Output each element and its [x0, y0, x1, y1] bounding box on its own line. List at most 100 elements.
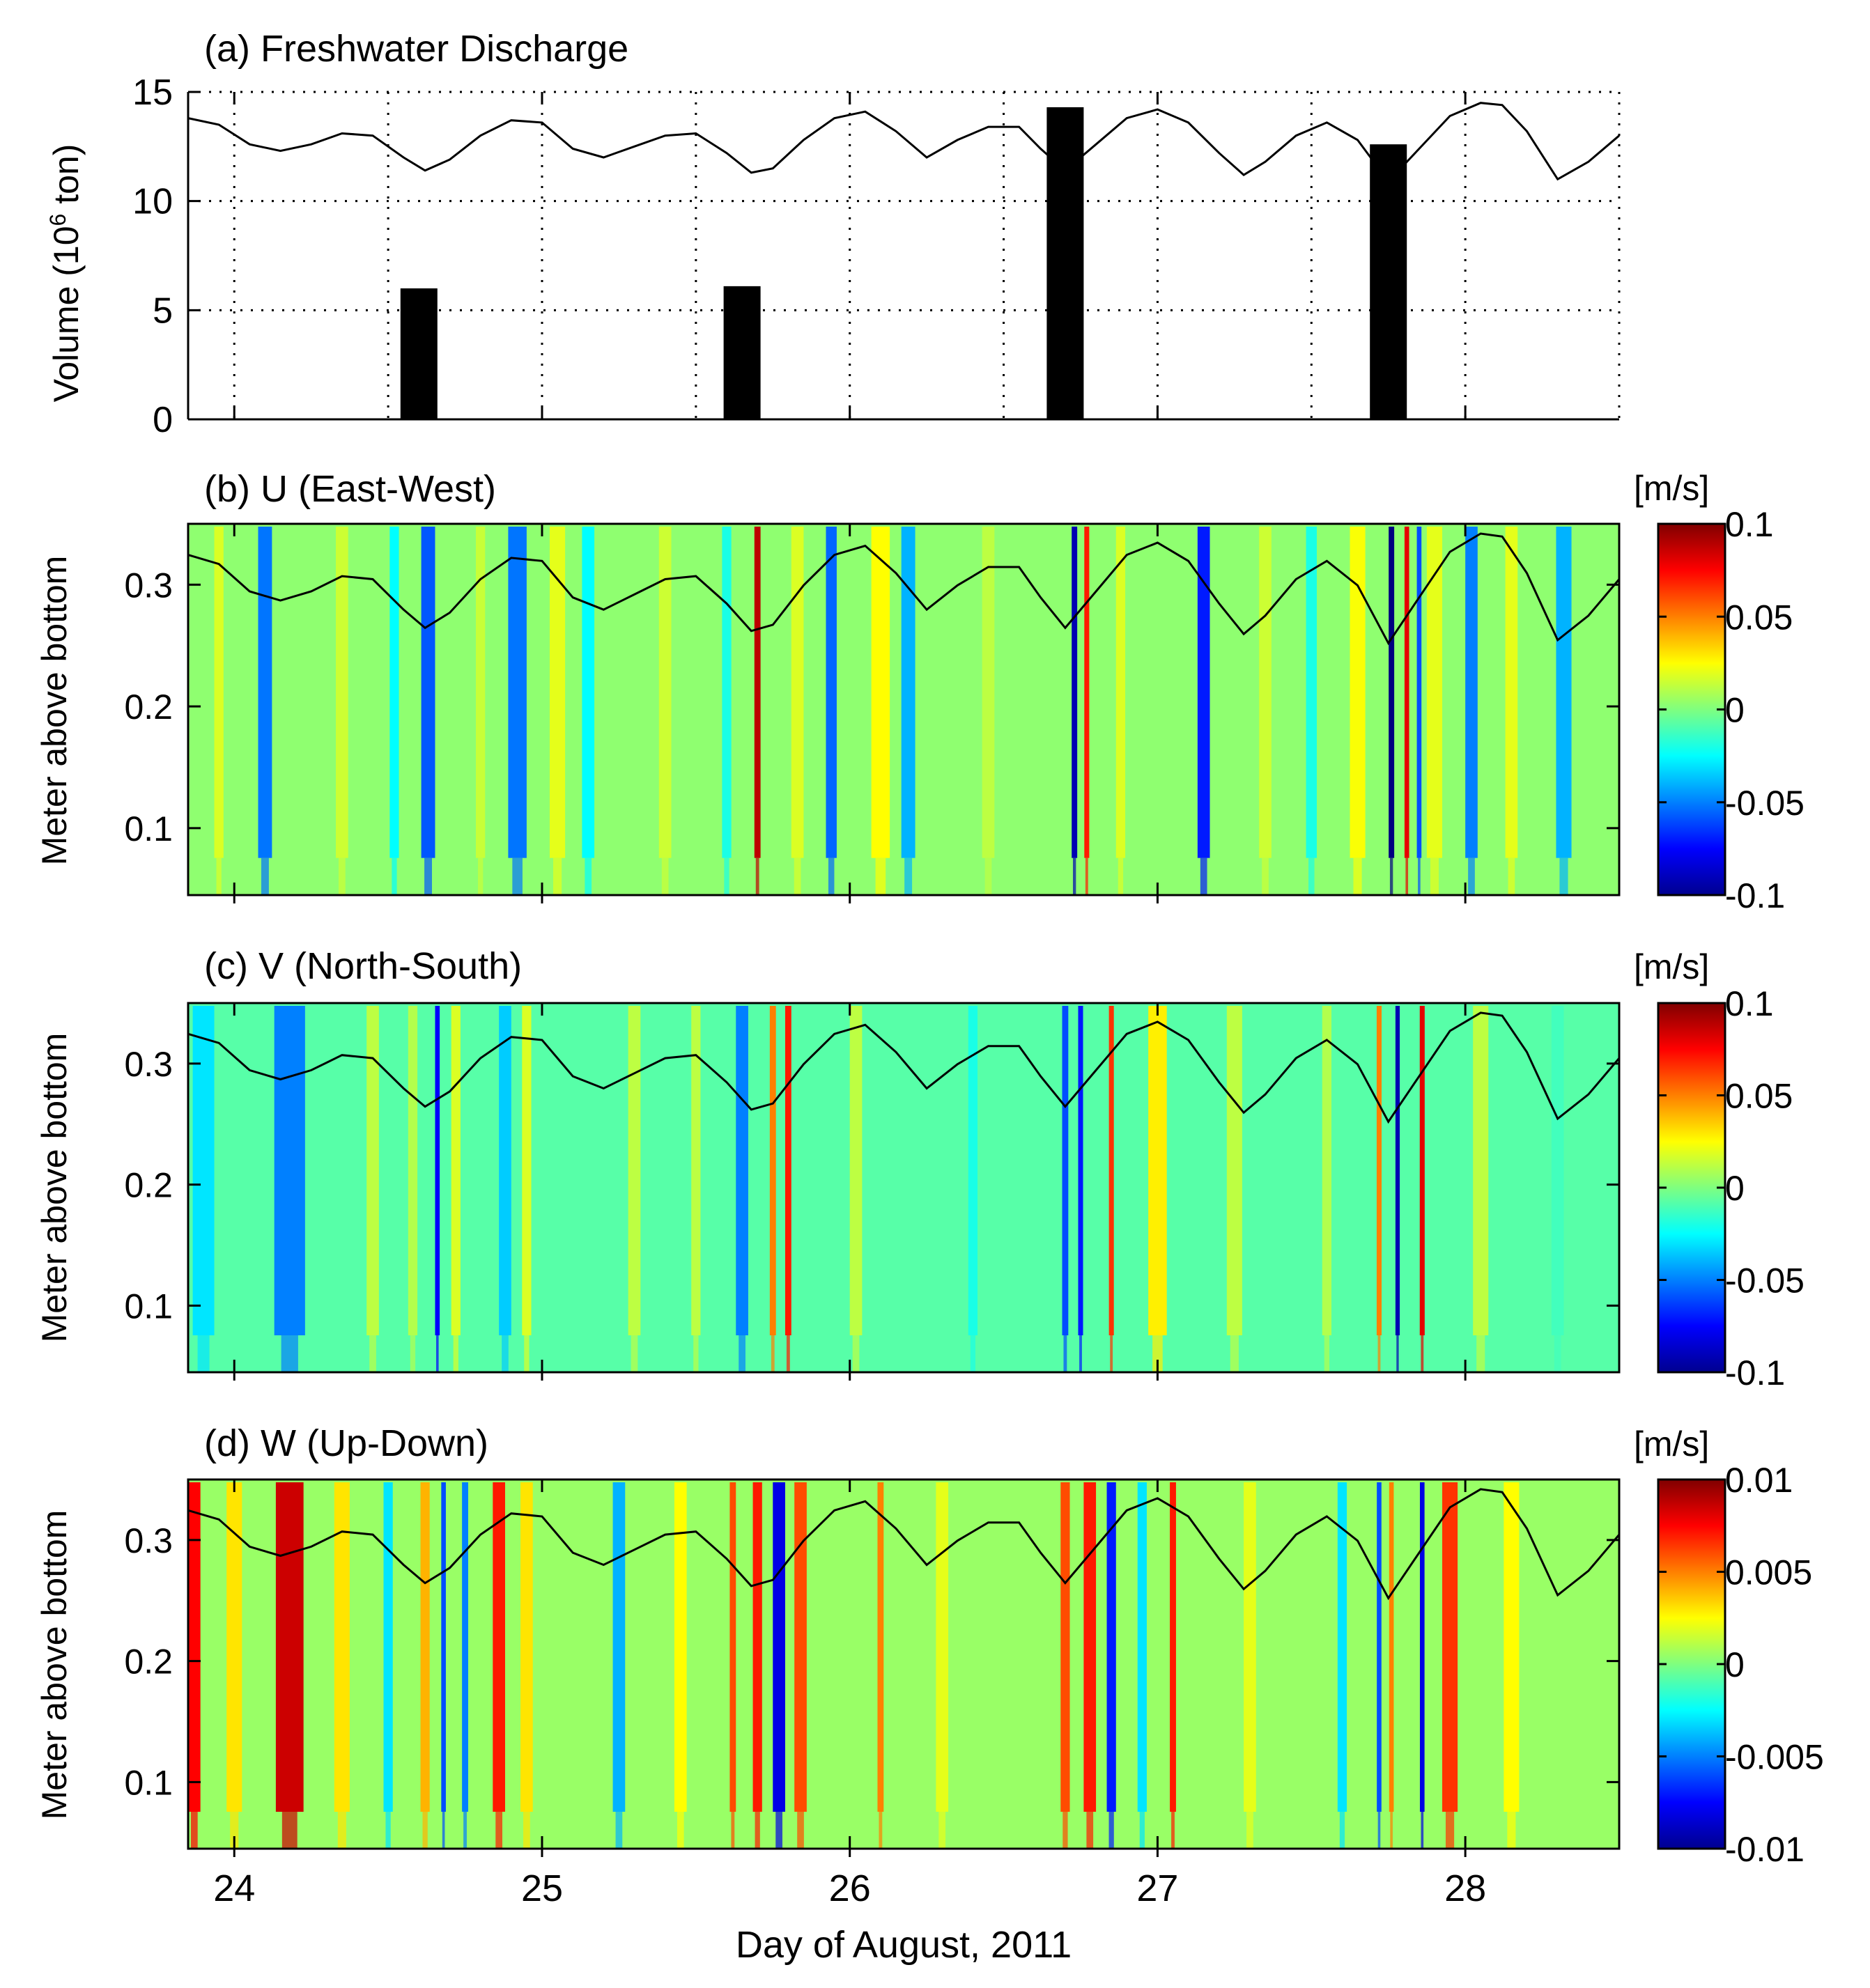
water-level-overlay-line	[188, 532, 1619, 646]
heatmap-stripe	[936, 1482, 949, 1812]
heatmap-stripe-tail	[1152, 1335, 1163, 1372]
heatmap-stripe	[1551, 1006, 1564, 1335]
heatmap-stripe-tail	[339, 857, 346, 895]
heatmap-stripe-tail	[879, 1812, 883, 1849]
panel-b-units: [m/s]	[1634, 469, 1709, 508]
heatmap-stripe	[435, 1006, 440, 1335]
heatmap-stripe-tail	[904, 857, 913, 895]
panel-b-colorbar	[1657, 522, 1726, 896]
heatmap-stripe-tail	[1262, 857, 1269, 895]
heatmap-stripe	[214, 527, 224, 858]
heatmap-stripe-tail	[453, 1335, 458, 1372]
colorbar-tick-label: 0	[1725, 1645, 1745, 1684]
heatmap-stripe	[383, 1482, 393, 1812]
panel-b-ylabel: Meter above bottom	[35, 556, 74, 866]
heatmap-stripe	[1226, 1006, 1242, 1335]
heatmap-stripe	[258, 527, 272, 858]
heatmap-stripe-tail	[1110, 1335, 1113, 1372]
heatmap-stripe-tail	[1200, 857, 1207, 895]
heatmap-stripe-tail	[502, 1335, 509, 1372]
heatmap-stripe-tail	[1353, 857, 1362, 895]
heatmap-stripe	[1084, 527, 1090, 858]
heatmap-stripe	[522, 1006, 532, 1335]
heatmap-stripe	[752, 1482, 762, 1812]
heatmap-stripe-tail	[552, 857, 562, 895]
heatmap-stripe-tail	[463, 1812, 467, 1849]
panel-b-x-ticks	[233, 524, 1467, 903]
heatmap-stripe-tail	[523, 1812, 530, 1849]
heatmap-stripe-tail	[1118, 857, 1124, 895]
discharge-bar	[400, 288, 438, 419]
heatmap-stripe	[476, 527, 486, 858]
heatmap-stripe	[901, 527, 915, 858]
heatmap-stripe	[849, 1006, 863, 1335]
heatmap-stripe-tail	[1396, 1335, 1399, 1372]
heatmap-stripe	[1078, 1006, 1083, 1335]
heatmap-stripe	[1072, 527, 1078, 858]
panel-b-axes	[187, 522, 1621, 896]
heatmap-stripe-tail	[775, 1812, 782, 1849]
heatmap-stripe-tail	[631, 1335, 638, 1372]
heatmap-stripe	[1115, 527, 1126, 858]
heatmap-stripe	[188, 1482, 201, 1812]
heatmap-stripe-tail	[197, 1335, 210, 1372]
y-tick-label: 0.1	[124, 809, 173, 848]
colorbar-tick-label: -0.005	[1725, 1738, 1824, 1777]
heatmap-stripe	[1377, 1482, 1382, 1812]
heatmap-stripe	[1062, 1006, 1069, 1335]
heatmap-stripe-tail	[230, 1812, 239, 1849]
heatmap-stripe-tail	[1377, 1812, 1381, 1849]
panel-c: (c) V (North-South) [m/s] 0.1 0.2 0.3 Mete…	[35, 945, 1805, 1392]
colorbar-tick-label: 0	[1725, 1169, 1745, 1208]
panel-d: (d) W (Up-Down) [m/s] 0.1 0.2 0.3 24 25 26 27…	[35, 1422, 1824, 1909]
heatmap-stripe	[1106, 1482, 1116, 1812]
y-tick-label: 0.1	[124, 1763, 173, 1802]
y-tick-label: 10	[132, 182, 173, 222]
heatmap-stripe	[674, 1482, 687, 1812]
heatmap-stripe-tail	[1421, 1335, 1424, 1372]
heatmap-stripe	[1244, 1482, 1256, 1812]
heatmap-stripe-tail	[1559, 857, 1568, 895]
heatmap-stripe	[550, 527, 566, 858]
heatmap-stripe-tail	[739, 1335, 745, 1372]
heatmap-stripe-tail	[1339, 1812, 1345, 1849]
panel-a-title: (a) Freshwater Discharge	[204, 28, 628, 70]
panel-d-title: (d) W (Up-Down)	[204, 1422, 488, 1464]
heatmap-stripe	[192, 1006, 215, 1335]
heatmap-stripe-tail	[1476, 1335, 1485, 1372]
heatmap-stripe-tail	[1308, 857, 1315, 895]
heatmap-stripe	[1426, 527, 1443, 858]
heatmap-stripe-tail	[281, 1335, 298, 1372]
heatmap-stripe-tail	[852, 1335, 860, 1372]
panel-d-x-ticks: 24 25 26 27 28	[213, 1480, 1486, 1909]
heatmap-stripe	[722, 527, 732, 858]
colorbar-tick-label: 0	[1725, 691, 1745, 730]
panel-b-y-ticks: 0.1 0.2 0.3	[124, 566, 1619, 848]
heatmap-stripe	[421, 527, 435, 858]
heatmap-stripe	[1404, 527, 1409, 858]
colorbar-tick-label: -0.01	[1725, 1830, 1805, 1869]
heatmap-stripe	[441, 1482, 446, 1812]
colorbar-tick-label: -0.05	[1725, 1261, 1805, 1300]
heatmap-stripe	[1465, 527, 1478, 858]
heatmap-stripe-tail	[1072, 857, 1076, 895]
panel-d-heatmap	[188, 1480, 1619, 1849]
heatmap-stripe-tail	[1508, 857, 1515, 895]
heatmap-stripe-tail	[731, 1812, 735, 1849]
heatmap-stripe	[1505, 527, 1518, 858]
heatmap-stripe	[1389, 527, 1395, 858]
heatmap-stripe	[691, 1006, 701, 1335]
panel-b: (b) U (East-West) [m/s] 0.1 0.2 0.3 Meter …	[35, 468, 1805, 915]
heatmap-stripe-tail	[771, 1335, 775, 1372]
heatmap-stripe	[1148, 1006, 1167, 1335]
heatmap-stripe-tail	[875, 857, 886, 895]
heatmap-stripe-tail	[661, 857, 669, 895]
heatmap-stripe-tail	[1390, 1812, 1393, 1849]
panel-a-line	[187, 102, 1620, 183]
panel-c-heatmap	[188, 1003, 1619, 1372]
heatmap-stripe-tail	[477, 857, 484, 895]
heatmap-stripe-tail	[512, 857, 523, 895]
heatmap-stripe-tail	[1389, 857, 1393, 895]
panel-c-x-ticks	[233, 1003, 1467, 1381]
heatmap-stripe-tail	[615, 1812, 623, 1849]
